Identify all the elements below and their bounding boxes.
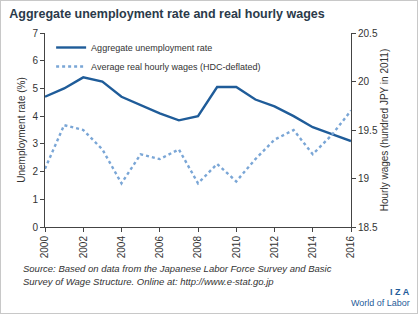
svg-text:18.5: 18.5 [358,222,378,233]
svg-text:2000: 2000 [39,236,50,259]
svg-text:20: 20 [358,76,370,87]
svg-text:Aggregate unemployment rate: Aggregate unemployment rate [91,43,212,53]
svg-text:Survey of Wage Structure. Onli: Survey of Wage Structure. Online at: htt… [23,276,274,287]
svg-text:19.5: 19.5 [358,125,378,136]
svg-text:Source: Based on data from the: Source: Based on data from the Japanese … [23,263,332,274]
svg-text:2: 2 [32,166,38,177]
svg-text:2002: 2002 [78,236,89,259]
svg-text:19: 19 [358,173,370,184]
svg-text:Average real hourly wages (HDC: Average real hourly wages (HDC-deflated) [91,62,260,72]
svg-text:3: 3 [32,138,38,149]
svg-text:World of Labor: World of Labor [351,298,410,308]
svg-text:7: 7 [32,28,38,39]
svg-text:2012: 2012 [269,236,280,259]
svg-text:0: 0 [32,222,38,233]
svg-text:6: 6 [32,55,38,66]
svg-text:1: 1 [32,194,38,205]
svg-text:2006: 2006 [154,236,165,259]
svg-text:4: 4 [32,111,38,122]
svg-text:I Z A: I Z A [390,287,410,297]
svg-text:Aggregate unemployment rate an: Aggregate unemployment rate and real hou… [9,7,324,21]
svg-text:2004: 2004 [116,236,127,259]
svg-text:Hourly wages (hundred JPY in 2: Hourly wages (hundred JPY in 2011) [379,49,390,212]
svg-text:Unemployment rate (%): Unemployment rate (%) [16,77,27,183]
svg-text:20.5: 20.5 [358,28,378,39]
svg-text:2008: 2008 [192,236,203,259]
svg-text:5: 5 [32,83,38,94]
svg-text:2016: 2016 [345,236,356,259]
svg-text:2014: 2014 [307,236,318,259]
svg-text:2010: 2010 [231,236,242,259]
